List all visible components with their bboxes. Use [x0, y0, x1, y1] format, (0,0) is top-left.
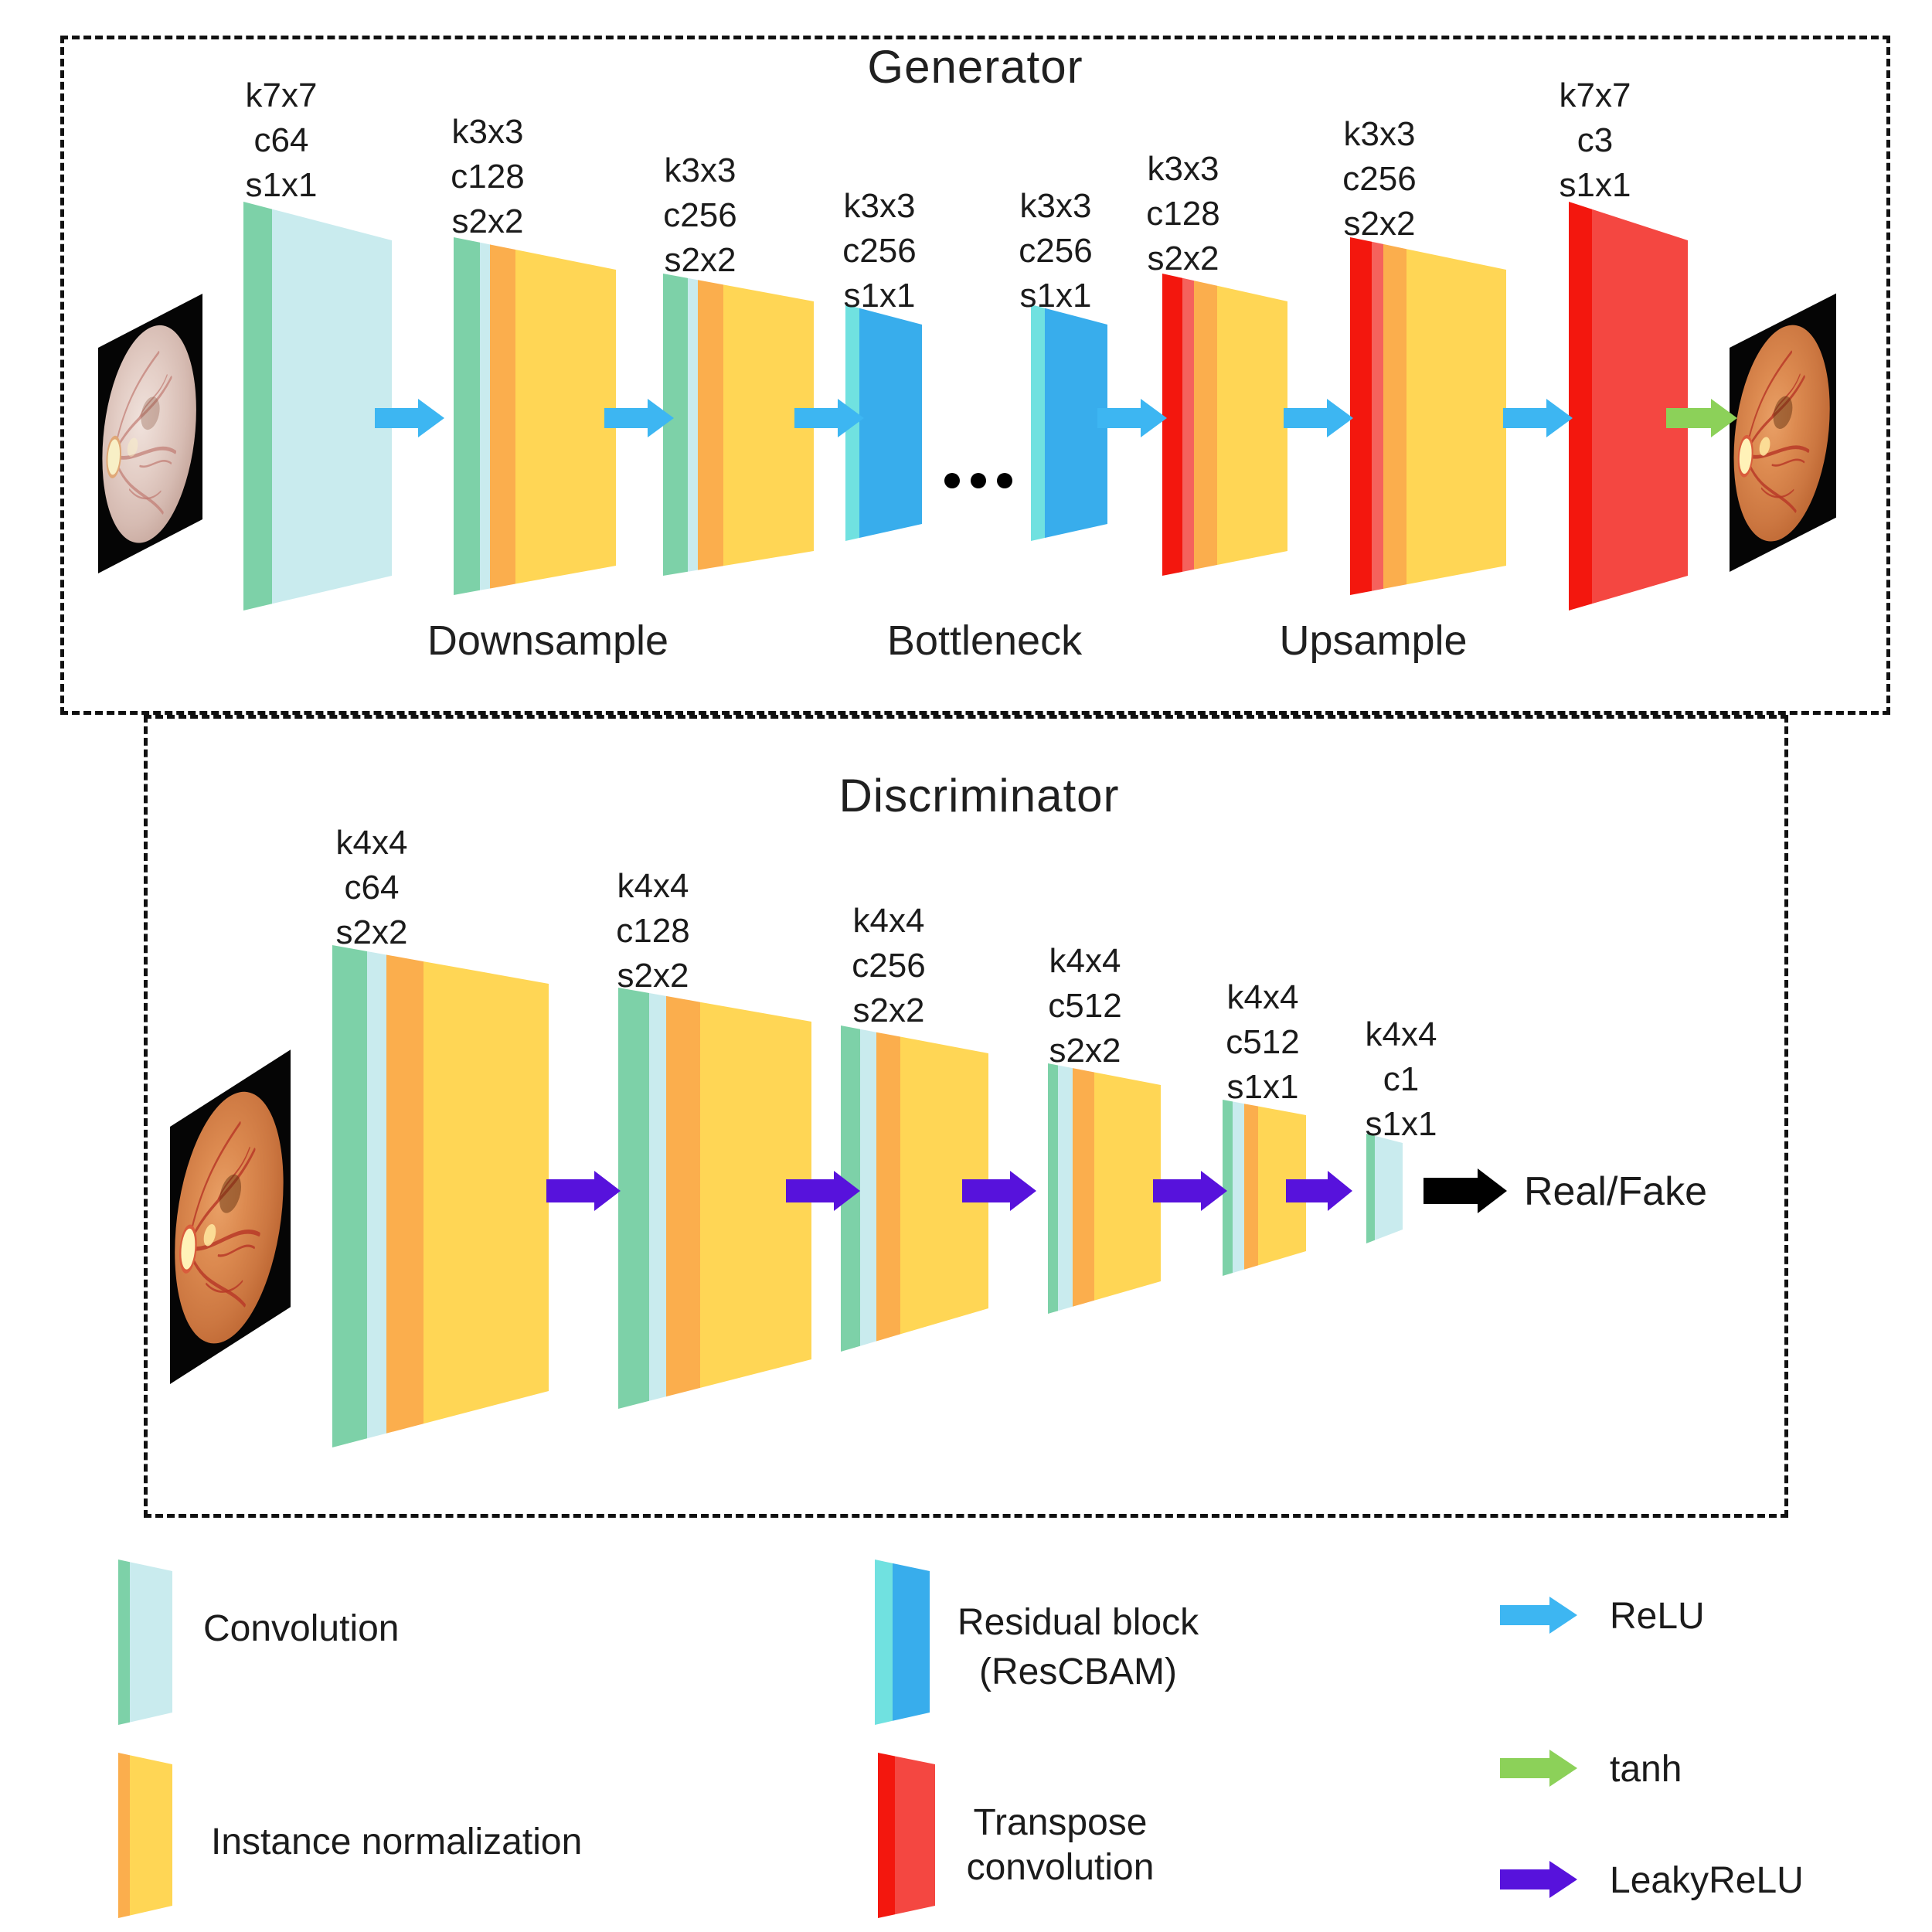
relu-arrow-3: [794, 399, 864, 441]
legend-residual-swatch: [875, 1560, 930, 1725]
generator-section-downsample: Downsample: [427, 617, 669, 664]
legend-tanh-arrow: [1500, 1750, 1577, 1791]
legend-convolution-swatch: [118, 1560, 172, 1725]
disc-conv-3-block: [841, 1026, 988, 1352]
generator-input-fundus-image: [98, 294, 202, 573]
legend-residual-label: Residual block (ResCBAM): [957, 1602, 1199, 1692]
legend-convolution-label: Convolution: [203, 1608, 400, 1649]
disc-conv-2-block: [618, 988, 811, 1409]
gen-residual-1-label: k3x3 c256 s1x1: [842, 187, 917, 315]
generator-section-upsample: Upsample: [1279, 617, 1468, 664]
real-fake-label: Real/Fake: [1524, 1169, 1707, 1214]
relu-arrow-6: [1503, 399, 1573, 441]
generator-output-fundus-image: [1730, 293, 1836, 572]
disc-conv-4-block: [1048, 1063, 1161, 1314]
relu-arrow-4: [1097, 399, 1167, 441]
disc-conv-1-label: k4x4 c64 s2x2: [335, 824, 408, 951]
legend-leaky-relu-arrow: [1500, 1861, 1577, 1902]
bottleneck-ellipsis-dots: [944, 473, 1012, 488]
legend-relu-arrow: [1500, 1597, 1577, 1638]
legend-relu-label: ReLU: [1610, 1596, 1705, 1637]
relu-arrow-5: [1284, 399, 1353, 441]
generator-title: Generator: [867, 41, 1083, 93]
discriminator-title: Discriminator: [838, 770, 1120, 821]
relu-arrow-1: [375, 399, 444, 441]
disc-conv-6-block: [1366, 1134, 1403, 1243]
discriminator-box: [144, 715, 1788, 1518]
output-arrow: [1423, 1168, 1507, 1217]
gen-residual-block-2: [1031, 304, 1107, 541]
disc-conv-1-block: [332, 945, 549, 1447]
gen-upsample-1-block: [1162, 274, 1287, 576]
gen-upsample-1-label: k3x3 c128 s2x2: [1146, 150, 1220, 277]
disc-conv-3-label: k4x4 c256 s2x2: [852, 902, 926, 1029]
legend-transpose-label: Transpose convolution: [966, 1802, 1155, 1888]
legend-instance-norm-swatch: [118, 1753, 172, 1918]
relu-arrow-2: [604, 399, 674, 441]
tanh-arrow: [1666, 399, 1737, 441]
legend-tanh-label: tanh: [1610, 1749, 1682, 1790]
disc-conv-6-label: k4x4 c1 s1x1: [1365, 1015, 1437, 1143]
leaky-relu-arrow-3: [962, 1171, 1036, 1215]
gen-upsample-2-label: k3x3 c256 s2x2: [1342, 115, 1417, 243]
gen-upsample-2-block: [1350, 237, 1506, 595]
disc-conv-4-label: k4x4 c512 s2x2: [1048, 942, 1122, 1070]
gen-input-conv-block: [243, 202, 392, 611]
gen-downsample-2-block: [663, 274, 814, 576]
legend-leaky-relu-label: LeakyReLU: [1610, 1860, 1804, 1901]
gen-residual-2-label: k3x3 c256 s1x1: [1019, 187, 1093, 315]
gen-downsample-1-block: [454, 237, 616, 595]
gen-downsample-2-label: k3x3 c256 s2x2: [663, 151, 737, 279]
disc-conv-5-label: k4x4 c512 s1x1: [1226, 978, 1300, 1106]
discriminator-input-fundus-image: [170, 1049, 291, 1384]
leaky-relu-arrow-1: [546, 1171, 621, 1215]
leaky-relu-arrow-5: [1286, 1171, 1352, 1215]
leaky-relu-arrow-2: [786, 1171, 860, 1215]
generator-box: [60, 36, 1890, 715]
disc-conv-2-label: k4x4 c128 s2x2: [616, 867, 690, 995]
gen-downsample-1-label: k3x3 c128 s2x2: [451, 113, 525, 240]
disc-conv-5-block: [1223, 1100, 1306, 1276]
legend-transpose-swatch: [878, 1753, 935, 1918]
gen-output-conv-block: [1569, 202, 1688, 611]
gen-output-conv-label: k7x7 c3 s1x1: [1559, 77, 1631, 204]
legend-instance-norm-label: Instance normalization: [211, 1821, 583, 1862]
gen-input-conv-label: k7x7 c64 s1x1: [245, 77, 318, 204]
generator-section-bottleneck: Bottleneck: [886, 617, 1083, 664]
leaky-relu-arrow-4: [1153, 1171, 1227, 1215]
